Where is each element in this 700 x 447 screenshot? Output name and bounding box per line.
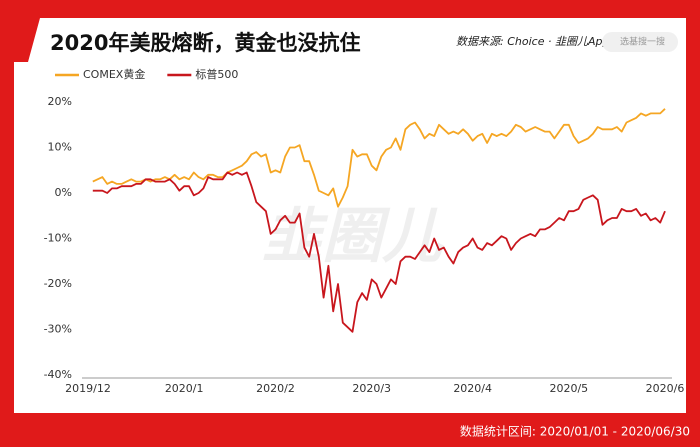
series-line bbox=[92, 108, 666, 208]
y-tick-label: -30% bbox=[44, 323, 72, 336]
x-tick-label: 2020/1 bbox=[165, 382, 204, 395]
y-tick-label: 10% bbox=[48, 141, 72, 154]
series-line bbox=[92, 171, 666, 333]
source: 数据来源: Choice · 韭圈儿App bbox=[456, 35, 609, 48]
x-tick-label: 2020/3 bbox=[352, 382, 391, 395]
x-tick-label: 2020/5 bbox=[549, 382, 588, 395]
y-tick-label: -10% bbox=[44, 232, 72, 245]
legend-label: 标普500 bbox=[195, 67, 238, 81]
x-tick-label: 2020/2 bbox=[256, 382, 295, 395]
title-accent bbox=[14, 18, 40, 62]
y-tick-label: -40% bbox=[44, 368, 72, 381]
y-tick-label: 0% bbox=[55, 186, 72, 199]
chart-title: 2020年美股熔断，黄金也没抗住 bbox=[50, 31, 360, 55]
watermark: 韭圈儿 bbox=[262, 202, 444, 272]
footer: 数据统计区间: 2020/01/01 - 2020/06/30 bbox=[460, 424, 690, 439]
legend-label: COMEX黄金 bbox=[83, 67, 145, 81]
y-tick-label: -20% bbox=[44, 277, 72, 290]
panel bbox=[14, 18, 686, 413]
search-placeholder[interactable]: 选基搜一搜 bbox=[620, 36, 665, 48]
search-box[interactable] bbox=[602, 32, 678, 52]
x-tick-label: 2020/4 bbox=[453, 382, 492, 395]
y-tick-label: 20% bbox=[48, 95, 72, 108]
x-tick-label: 2019/12 bbox=[65, 382, 111, 395]
x-tick-label: 2020/6 bbox=[646, 382, 685, 395]
